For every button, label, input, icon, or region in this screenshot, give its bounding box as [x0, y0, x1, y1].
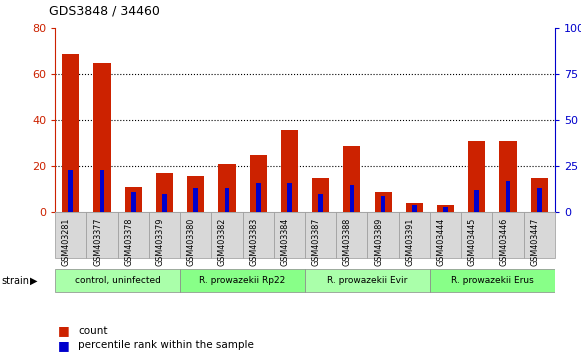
Bar [523, 212, 555, 258]
Bar [180, 212, 211, 258]
Bar [156, 173, 173, 212]
Bar [437, 205, 454, 212]
Text: GSM403447: GSM403447 [530, 218, 539, 266]
Text: GSM403444: GSM403444 [436, 218, 446, 266]
Bar [62, 54, 80, 212]
Text: ■: ■ [58, 339, 70, 352]
Bar [305, 212, 336, 258]
Bar [162, 194, 167, 212]
Bar [218, 164, 235, 212]
Bar [350, 185, 354, 212]
Bar [256, 183, 260, 212]
Bar [475, 190, 479, 212]
Bar [117, 212, 149, 258]
Bar [243, 212, 274, 258]
Text: ■: ■ [58, 325, 70, 337]
Bar [225, 188, 229, 212]
Text: GSM403391: GSM403391 [406, 218, 414, 266]
Bar [312, 178, 329, 212]
Bar [505, 181, 510, 212]
Bar [125, 187, 142, 212]
Text: GSM403389: GSM403389 [374, 218, 383, 266]
Bar [211, 212, 243, 258]
Bar [461, 212, 493, 258]
Bar [131, 192, 135, 212]
Text: GSM403379: GSM403379 [156, 218, 164, 267]
Text: percentile rank within the sample: percentile rank within the sample [78, 340, 254, 350]
Bar [500, 141, 517, 212]
Bar [406, 203, 423, 212]
Text: R. prowazekii Evir: R. prowazekii Evir [327, 276, 408, 285]
Bar [537, 188, 541, 212]
Bar [468, 141, 485, 212]
Text: R. prowazekii Erus: R. prowazekii Erus [451, 276, 534, 285]
Bar [530, 178, 548, 212]
Text: GSM403387: GSM403387 [311, 218, 321, 266]
Text: ▶: ▶ [30, 275, 38, 286]
Bar [336, 212, 368, 258]
Text: GSM403382: GSM403382 [218, 218, 227, 266]
Bar [87, 212, 117, 258]
Bar [287, 183, 292, 212]
Bar [149, 212, 180, 258]
Text: GSM403378: GSM403378 [124, 218, 133, 266]
Text: strain: strain [1, 275, 29, 286]
Text: GSM403377: GSM403377 [93, 218, 102, 267]
Bar [443, 207, 448, 212]
Text: GSM403383: GSM403383 [249, 218, 258, 266]
Bar [399, 212, 430, 258]
Text: count: count [78, 326, 108, 336]
Bar [180, 269, 305, 292]
Bar [368, 212, 399, 258]
Text: control, uninfected: control, uninfected [75, 276, 160, 285]
Bar [375, 192, 392, 212]
Bar [55, 269, 180, 292]
Bar [55, 212, 87, 258]
Bar [94, 63, 110, 212]
Bar [274, 212, 305, 258]
Text: GSM403445: GSM403445 [468, 218, 477, 266]
Bar [281, 130, 298, 212]
Bar [187, 176, 205, 212]
Bar [305, 269, 430, 292]
Bar [430, 212, 461, 258]
Bar [493, 212, 523, 258]
Bar [193, 188, 198, 212]
Bar [430, 269, 555, 292]
Text: GSM403281: GSM403281 [62, 218, 71, 266]
Text: GSM403380: GSM403380 [187, 218, 196, 266]
Bar [343, 146, 360, 212]
Bar [250, 155, 267, 212]
Text: GSM403388: GSM403388 [343, 218, 352, 266]
Bar [100, 170, 105, 212]
Bar [412, 205, 417, 212]
Text: GDS3848 / 34460: GDS3848 / 34460 [49, 5, 160, 18]
Text: GSM403384: GSM403384 [281, 218, 289, 266]
Text: GSM403446: GSM403446 [499, 218, 508, 266]
Bar [318, 194, 323, 212]
Bar [381, 196, 385, 212]
Bar [69, 170, 73, 212]
Text: R. prowazekii Rp22: R. prowazekii Rp22 [199, 276, 286, 285]
